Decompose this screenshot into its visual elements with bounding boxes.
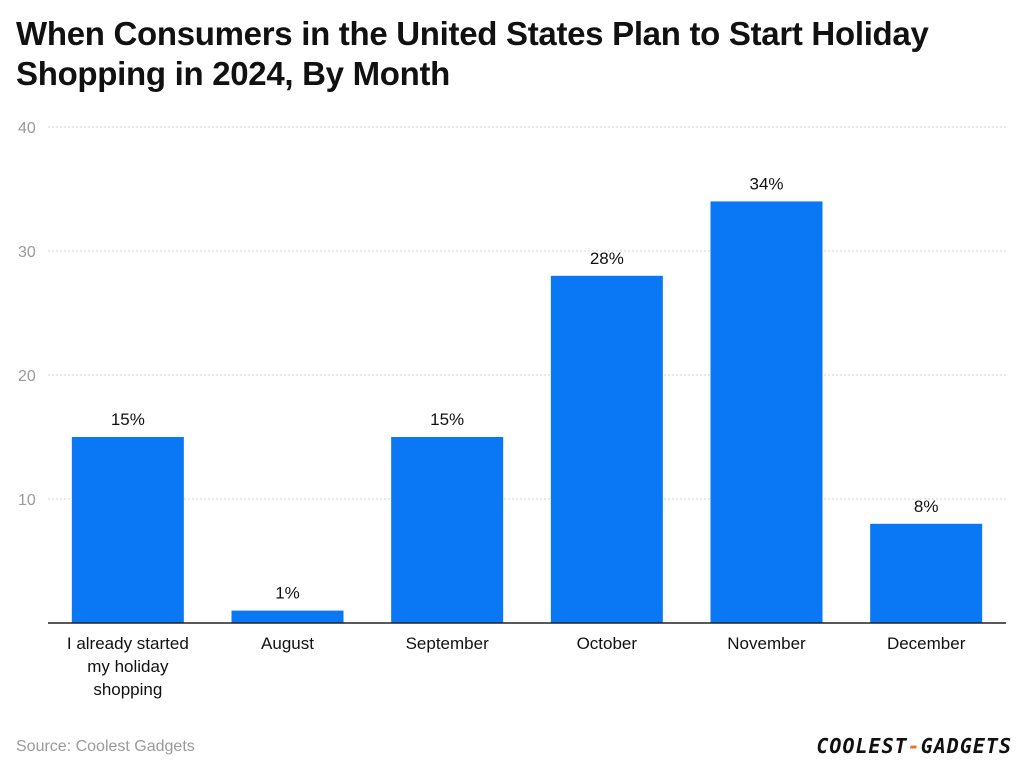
x-tick-label: November bbox=[727, 634, 806, 653]
x-tick-label: my holiday bbox=[87, 657, 169, 676]
x-tick-label: October bbox=[577, 634, 638, 653]
x-tick-label: I already started bbox=[67, 634, 189, 653]
x-tick-label: December bbox=[887, 634, 966, 653]
bar bbox=[71, 437, 184, 623]
bar bbox=[870, 523, 983, 623]
bar bbox=[391, 437, 504, 623]
y-tick-label: 40 bbox=[18, 120, 36, 137]
brand-logo: COOLEST-GADGETS bbox=[816, 734, 1012, 758]
x-tick-label: August bbox=[261, 634, 314, 653]
data-label: 34% bbox=[749, 174, 783, 193]
bar-chart: 10 20 30 40 15% I already started my holiday sh… bbox=[18, 120, 1006, 699]
chart-title: When Consumers in the United States Plan… bbox=[16, 15, 929, 92]
y-tick-label: 20 bbox=[18, 368, 36, 385]
y-tick-label: 10 bbox=[18, 492, 36, 509]
source-note: Source: Coolest Gadgets bbox=[16, 738, 195, 755]
data-label: 15% bbox=[111, 410, 145, 429]
bar bbox=[231, 610, 344, 623]
x-tick-label: shopping bbox=[93, 680, 162, 699]
data-label: 1% bbox=[275, 584, 300, 603]
data-label: 8% bbox=[914, 497, 939, 516]
x-tick-label: September bbox=[406, 634, 489, 653]
bar bbox=[710, 201, 823, 623]
data-label: 15% bbox=[430, 410, 464, 429]
y-tick-label: 30 bbox=[18, 244, 36, 261]
bar bbox=[550, 275, 663, 623]
data-label: 28% bbox=[590, 249, 624, 268]
